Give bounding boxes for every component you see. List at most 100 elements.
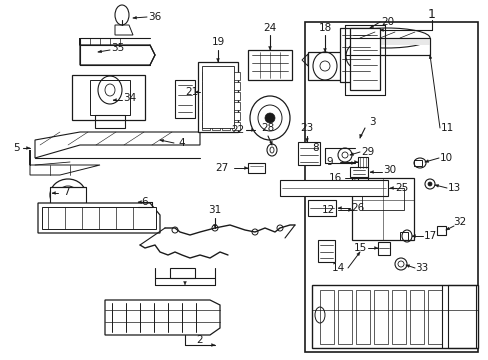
Polygon shape (244, 167, 247, 170)
Polygon shape (323, 49, 325, 52)
Polygon shape (339, 28, 371, 82)
Text: 24: 24 (263, 23, 276, 33)
Polygon shape (369, 25, 373, 28)
Bar (447, 285, 475, 348)
Text: 16: 16 (328, 173, 341, 183)
Polygon shape (195, 91, 198, 93)
Bar (212, 102, 220, 110)
Polygon shape (359, 134, 362, 138)
Polygon shape (38, 203, 160, 233)
Text: 27: 27 (215, 163, 228, 173)
Polygon shape (251, 129, 254, 131)
Bar (231, 112, 240, 120)
Bar (222, 92, 229, 100)
Text: 9: 9 (326, 157, 333, 167)
Bar (212, 82, 220, 90)
Polygon shape (52, 192, 55, 194)
Polygon shape (428, 55, 431, 59)
Text: 32: 32 (452, 217, 466, 227)
Text: 25: 25 (395, 183, 408, 193)
Text: 6: 6 (142, 197, 148, 207)
Bar (355, 290, 369, 344)
Text: 36: 36 (148, 12, 162, 22)
Polygon shape (349, 153, 353, 155)
Polygon shape (35, 132, 200, 158)
Text: 18: 18 (318, 23, 331, 33)
Bar (222, 72, 229, 80)
Bar (212, 122, 220, 130)
Polygon shape (216, 58, 219, 62)
Text: 15: 15 (353, 243, 366, 253)
Polygon shape (268, 46, 271, 50)
Bar (202, 102, 209, 110)
Bar (222, 102, 229, 110)
Polygon shape (175, 80, 195, 118)
Text: 34: 34 (123, 93, 136, 103)
Text: 28: 28 (261, 123, 274, 133)
Bar (337, 290, 351, 344)
Polygon shape (434, 184, 438, 187)
Text: 11: 11 (440, 123, 453, 133)
Bar (427, 290, 441, 344)
Bar (202, 112, 209, 120)
Polygon shape (113, 99, 116, 102)
Bar (202, 82, 209, 90)
Bar (361, 188, 403, 210)
Bar (222, 82, 229, 90)
Polygon shape (30, 150, 100, 175)
Polygon shape (348, 208, 351, 211)
Text: 2: 2 (196, 335, 203, 345)
Polygon shape (374, 247, 377, 249)
Bar (90, 80, 130, 115)
Text: 3: 3 (368, 117, 375, 127)
Bar (202, 66, 234, 128)
Polygon shape (337, 207, 341, 210)
Bar (202, 122, 209, 130)
Polygon shape (160, 139, 163, 142)
Polygon shape (345, 38, 429, 55)
Polygon shape (354, 161, 357, 163)
Polygon shape (349, 167, 367, 177)
Bar (212, 92, 220, 100)
Bar (231, 72, 240, 80)
Bar (50, 187, 86, 203)
Polygon shape (26, 147, 30, 149)
Polygon shape (349, 28, 379, 90)
Text: 19: 19 (211, 37, 224, 47)
Polygon shape (247, 163, 264, 173)
Polygon shape (280, 180, 387, 196)
Ellipse shape (427, 182, 431, 186)
Text: 21: 21 (185, 87, 198, 97)
Text: 14: 14 (331, 263, 344, 273)
Text: 23: 23 (300, 123, 313, 133)
Polygon shape (80, 38, 155, 65)
Polygon shape (389, 186, 393, 189)
Bar (222, 112, 229, 120)
Bar (231, 122, 240, 130)
Bar (202, 92, 209, 100)
Text: 31: 31 (208, 205, 221, 215)
Polygon shape (105, 300, 220, 335)
Bar (305, 22, 477, 352)
Bar (319, 290, 333, 344)
Polygon shape (297, 142, 319, 165)
Bar (409, 290, 423, 344)
Polygon shape (138, 201, 141, 203)
Text: 35: 35 (111, 43, 124, 53)
Polygon shape (405, 265, 409, 267)
Text: 5: 5 (13, 143, 19, 153)
Polygon shape (198, 62, 238, 132)
Polygon shape (345, 38, 429, 45)
Polygon shape (311, 285, 477, 348)
Text: 17: 17 (423, 231, 436, 241)
Bar (373, 290, 387, 344)
Polygon shape (379, 28, 383, 31)
Bar (212, 72, 220, 80)
Text: 30: 30 (383, 165, 396, 175)
Bar (231, 82, 240, 90)
Text: 33: 33 (414, 263, 428, 273)
Text: 8: 8 (312, 143, 319, 153)
Polygon shape (133, 16, 136, 19)
Bar (231, 92, 240, 100)
Bar (42, 207, 156, 229)
